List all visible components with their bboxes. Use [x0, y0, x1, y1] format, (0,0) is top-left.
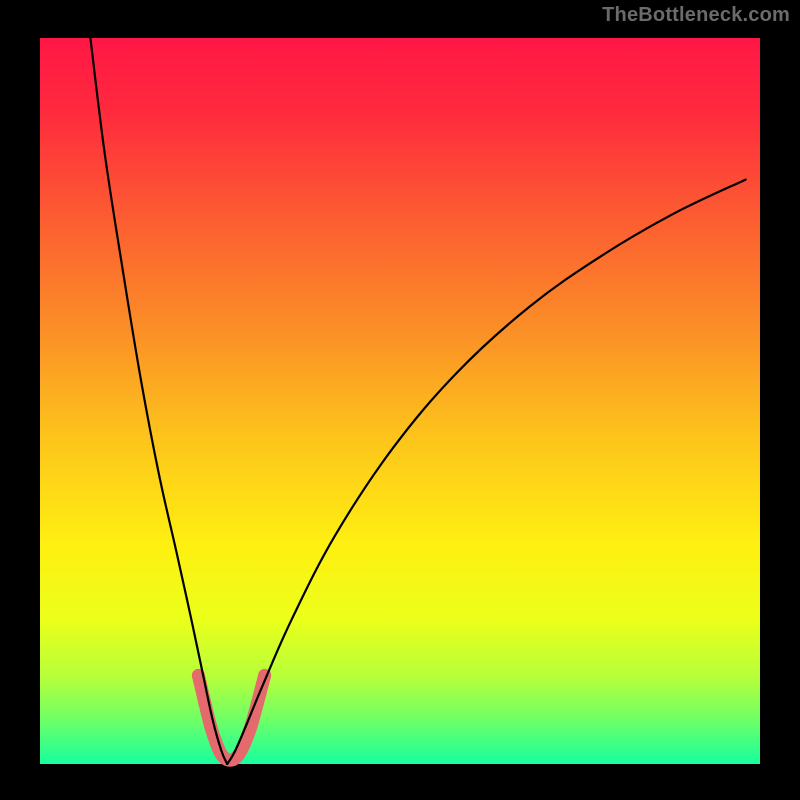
bottleneck-chart: [0, 0, 800, 800]
chart-root: { "watermark": { "text": "TheBottleneck.…: [0, 0, 800, 800]
chart-gradient-bg: [40, 38, 760, 764]
watermark-label: TheBottleneck.com: [602, 4, 790, 27]
